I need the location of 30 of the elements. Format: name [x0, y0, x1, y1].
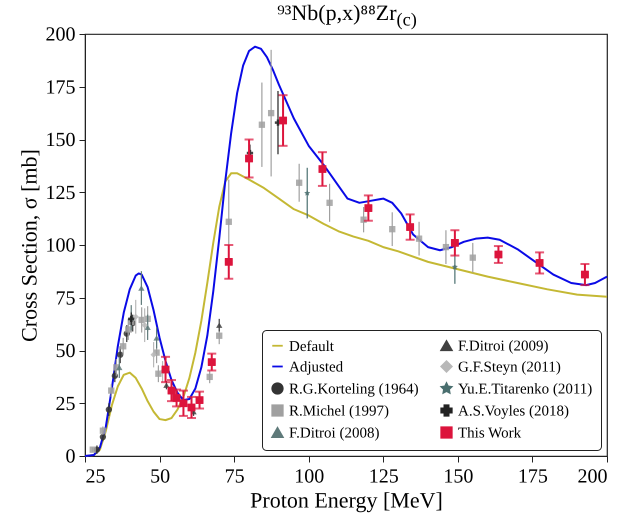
legend-label: Adjusted [289, 360, 344, 376]
y-tick-label: 75 [56, 287, 76, 310]
legend-label: Yu.E.Titarenko (2011) [458, 382, 592, 398]
y-tick-label: 0 [66, 446, 76, 468]
x-tick-label: 175 [518, 466, 548, 488]
y-tick-label: 125 [46, 182, 76, 204]
y-tick-label: 25 [56, 392, 76, 415]
x-tick-label: 100 [294, 466, 324, 488]
legend-label: G.F.Steyn (2011) [458, 360, 561, 376]
legend-label: Default [289, 338, 335, 355]
chart-title: ⁹³Nb(p,x)⁸⁸Zr$_{(c)}$ [276, 0, 418, 30]
x-tick-label: 150 [443, 466, 474, 488]
legend-label: R.Michel (1997) [289, 404, 389, 420]
x-tick-label: 125 [368, 466, 399, 488]
legend-label: This Work [458, 426, 522, 442]
y-tick-label: 100 [46, 234, 76, 256]
x-axis-title: Proton Energy [MeV] [250, 488, 443, 512]
legend-label: F.Ditroi (2009) [458, 338, 548, 355]
x-tick-label: 75 [224, 466, 245, 488]
y-tick-label: 175 [46, 76, 76, 98]
y-tick-label: 200 [46, 24, 76, 46]
legend-label: F.Ditroi (2008) [289, 426, 380, 442]
x-tick-label: 25 [86, 466, 106, 488]
y-tick-label: 50 [56, 340, 76, 362]
legend-label: R.G.Korteling (1964) [289, 382, 419, 398]
y-axis-title: Cross Section, σ [mb] [16, 149, 42, 342]
x-tick-label: 200 [578, 466, 608, 488]
legend-label: A.S.Voyles (2018) [458, 404, 569, 420]
y-tick-label: 150 [46, 129, 76, 151]
x-tick-label: 50 [150, 466, 170, 488]
